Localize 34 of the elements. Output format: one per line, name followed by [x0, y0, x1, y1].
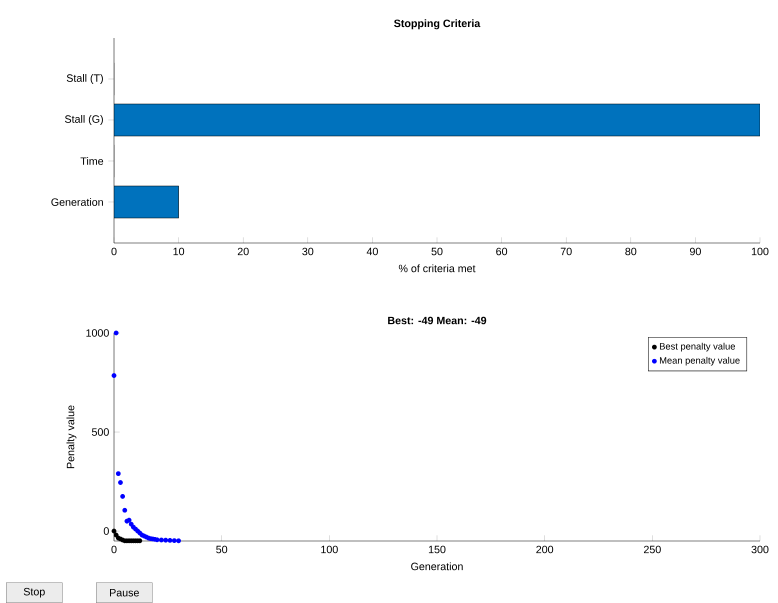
y-tick-label: Stall (T): [66, 74, 103, 84]
x-axis-title: Generation: [411, 562, 463, 570]
x-axis-title: % of criteria met: [398, 264, 476, 272]
x-tick-label: 300: [751, 546, 768, 554]
x-tick-label: 150: [428, 546, 446, 554]
x-tick-label: 70: [560, 248, 572, 256]
x-tick-label: 0: [111, 546, 117, 554]
x-tick-label: 100: [321, 546, 338, 554]
legend-label: Best penalty value: [660, 342, 736, 352]
y-tick-label: Time: [80, 157, 104, 165]
x-tick-label: 30: [302, 248, 314, 256]
x-tick-label: 10: [173, 248, 184, 256]
x-tick-label: 50: [216, 546, 228, 554]
y-axis-title: Penalty value: [66, 405, 76, 468]
chart-title: Stopping Criteria: [394, 19, 480, 30]
x-tick-label: 80: [625, 248, 636, 256]
x-tick-label: 50: [431, 248, 443, 256]
x-tick-label: 40: [366, 248, 378, 256]
chart-title: Best: -49 Mean: -49: [388, 316, 486, 324]
x-tick-label: 100: [752, 248, 768, 256]
y-tick-label: Stall (G): [64, 115, 103, 125]
y-tick-label: Generation: [51, 198, 103, 206]
x-tick-label: 20: [238, 248, 249, 256]
y-tick-label: 0: [104, 527, 109, 535]
x-tick-label: 200: [536, 546, 554, 554]
y-tick-label: 1000: [86, 329, 109, 337]
x-tick-label: 250: [644, 546, 661, 554]
x-tick-label: 0: [111, 248, 117, 256]
legend-label: Mean penalty value: [660, 356, 740, 366]
text: Stop: [24, 588, 45, 598]
text: Pause: [110, 588, 139, 596]
x-tick-label: 60: [496, 248, 508, 256]
y-tick-label: 500: [92, 428, 109, 436]
x-tick-label: 90: [690, 248, 701, 256]
